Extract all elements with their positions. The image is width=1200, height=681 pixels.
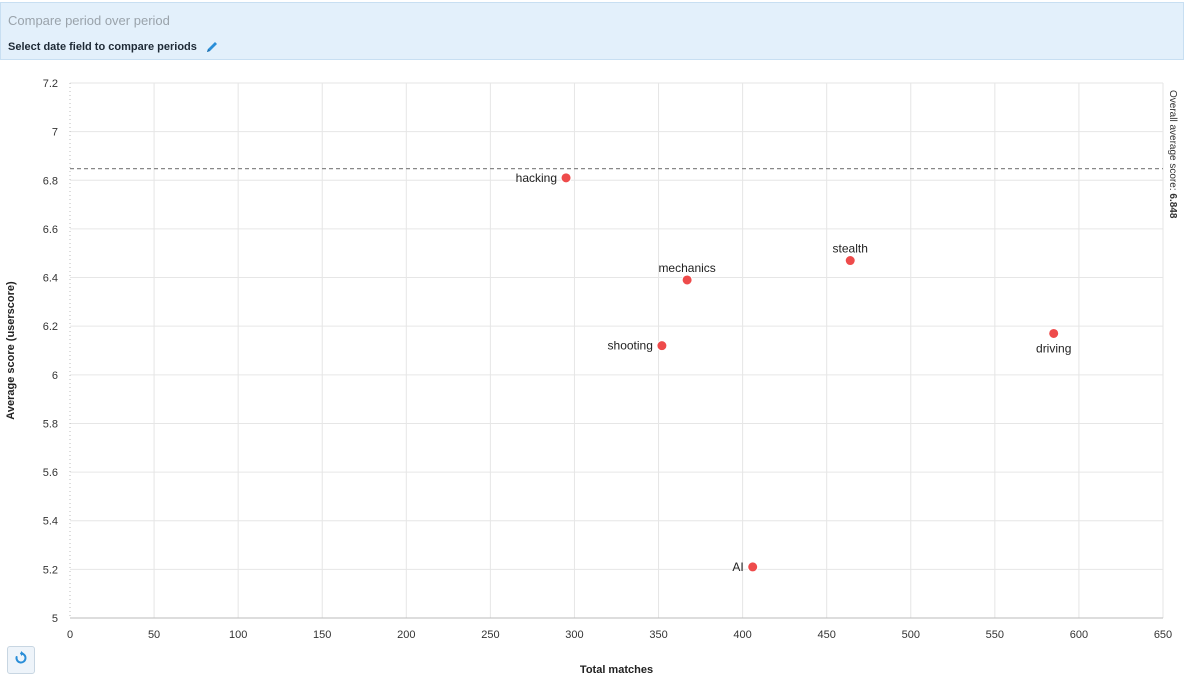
compare-period-title: Compare period over period	[8, 13, 170, 28]
data-label-driving: driving	[1036, 341, 1071, 355]
data-point-driving	[1048, 327, 1060, 339]
x-tick-label: 650	[1154, 629, 1172, 641]
y-tick-label: 5	[52, 613, 58, 625]
overall-average-value: 6.848	[1167, 193, 1178, 218]
data-point-hacking	[560, 172, 572, 184]
data-points: hacking mechanics stealth shooting driving AI	[516, 171, 1072, 574]
x-axis-title: Total matches	[580, 664, 653, 676]
y-tick-label: 6	[52, 370, 58, 382]
data-point-mechanics	[681, 274, 693, 286]
x-tick-label: 600	[1070, 629, 1088, 641]
grid-lines	[70, 82, 1164, 618]
overall-average-label: Overall average score: 6.848	[1167, 90, 1178, 219]
y-tick-label: 6.4	[43, 273, 58, 285]
data-label-hacking: hacking	[516, 171, 557, 185]
axes: 0 50 100 150 200 250 300 350 400 450 500 550 600 650 5…	[43, 78, 1172, 641]
x-tick-label: 450	[818, 629, 836, 641]
data-point-stealth	[844, 255, 856, 267]
data-point-ai	[747, 561, 759, 573]
x-tick-label: 200	[397, 629, 415, 641]
y-tick-label: 5.2	[43, 564, 58, 576]
refresh-icon	[14, 650, 28, 670]
y-tick-label: 7	[52, 127, 58, 139]
y-axis-title: Average score (userscore)	[5, 281, 17, 420]
x-tick-label: 250	[481, 629, 499, 641]
select-date-field-link[interactable]: Select date field to compare periods	[8, 41, 197, 53]
x-tick-label: 550	[986, 629, 1004, 641]
overall-average-prefix: Overall average score:	[1167, 90, 1178, 193]
pencil-icon[interactable]	[205, 40, 219, 54]
data-label-shooting: shooting	[608, 339, 653, 353]
data-point-shooting	[656, 340, 668, 352]
x-tick-label: 150	[313, 629, 331, 641]
y-tick-label: 5.8	[43, 418, 58, 430]
x-tick-label: 300	[565, 629, 583, 641]
compare-period-row: Select date field to compare periods	[8, 40, 219, 54]
x-tick-label: 350	[649, 629, 667, 641]
y-tick-label: 5.6	[43, 467, 58, 479]
reset-zoom-button[interactable]	[7, 646, 35, 674]
x-tick-label: 50	[148, 629, 160, 641]
x-tick-label: 100	[229, 629, 247, 641]
y-tick-label: 6.8	[43, 175, 58, 187]
x-tick-label: 0	[67, 629, 73, 641]
compare-period-panel: Compare period over period Select date f…	[0, 2, 1184, 60]
y-tick-label: 5.4	[43, 516, 58, 528]
data-label-ai: AI	[732, 560, 743, 574]
y-tick-label: 6.2	[43, 321, 58, 333]
x-tick-label: 400	[733, 629, 751, 641]
y-tick-label: 6.6	[43, 224, 58, 236]
data-label-mechanics: mechanics	[658, 261, 715, 275]
data-label-stealth: stealth	[833, 242, 868, 256]
x-tick-label: 500	[902, 629, 920, 641]
y-tick-label: 7.2	[43, 78, 58, 90]
